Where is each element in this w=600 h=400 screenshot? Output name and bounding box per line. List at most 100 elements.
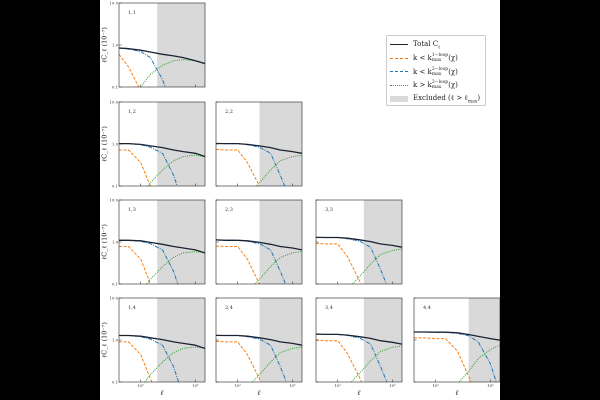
excluded-region	[157, 200, 205, 284]
panel-label: 3,4	[325, 305, 333, 311]
legend-label: k < k 1−loop max (χ)	[413, 53, 458, 64]
panel-4-4: 4,4 10² 10³ ℓ	[413, 297, 500, 397]
panel-label: 1,2	[128, 109, 136, 115]
x-tick-label: 10²	[235, 383, 242, 388]
series-group	[119, 239, 205, 284]
legend-label: Excluded (ℓ > ℓmax)	[413, 93, 481, 104]
series-group	[119, 47, 205, 87]
series-k_lt_1loop	[119, 149, 151, 186]
x-axis-label: ℓ	[257, 389, 261, 397]
legend-swatch	[390, 44, 408, 46]
y-tick-label: 0.1	[112, 85, 118, 90]
series-k_gt_2loop	[458, 344, 500, 382]
y-axis-label: ℓC_ℓ (10⁻⁷)	[101, 322, 109, 358]
panel-2-2: 2,2	[215, 101, 303, 187]
series-total	[216, 142, 302, 154]
excluded-region	[363, 298, 402, 382]
legend: Total Cℓ k < k 1−loop max (χ) k < k 2−loop max(…	[386, 35, 486, 106]
series-k_gt_2loop	[252, 346, 302, 382]
panel-label: 2,2	[225, 109, 233, 115]
legend-entry-total: Total Cℓ	[390, 38, 482, 52]
series-k_lt_1loop	[414, 337, 472, 382]
legend-entry-k_lt_2loop: k < k 2−loop max (χ)	[390, 65, 482, 79]
series-total	[316, 236, 402, 248]
panel-label: 1,4	[128, 305, 136, 311]
series-total	[119, 47, 205, 65]
y-tick-label: 1.0	[112, 43, 119, 48]
series-k_lt_2loop	[316, 333, 388, 382]
series-k_lt_2loop	[414, 331, 497, 382]
y-tick-label: 10.0	[110, 296, 119, 301]
excluded-region	[157, 102, 205, 186]
excluded-region	[468, 298, 500, 382]
series-k_gt_2loop	[140, 59, 205, 87]
y-tick-label: 0.1	[112, 380, 118, 385]
legend-entry-k_gt_2loop: k > k 2−loop max (χ)	[390, 79, 482, 93]
excluded-region	[259, 298, 302, 382]
series-group	[216, 142, 302, 186]
legend-swatch	[390, 84, 408, 86]
excluded-region	[157, 3, 205, 87]
panel-label: 3,3	[325, 207, 333, 213]
series-k_lt_2loop	[216, 239, 286, 284]
y-axis-label: ℓC_ℓ (10⁻⁷)	[101, 224, 109, 260]
x-tick-label: 10³	[289, 383, 296, 388]
y-tick-label: 10.0	[110, 1, 119, 6]
x-axis-label: ℓ	[455, 389, 459, 397]
panel-label: 1,1	[128, 10, 136, 16]
series-k_gt_2loop	[254, 251, 302, 284]
legend-label: k > k 2−loop max (χ)	[413, 80, 458, 91]
series-k_lt_2loop	[316, 236, 387, 284]
panel-1-2: 1,2 0.1 1.0 10.0 ℓC_ℓ (10⁻⁷)	[101, 100, 206, 189]
x-axis-label: ℓ	[357, 389, 361, 397]
panel-label: 2,3	[225, 207, 233, 213]
excluded-region	[259, 200, 302, 284]
x-tick-label: 10³	[192, 383, 199, 388]
y-tick-label: 10.0	[110, 198, 119, 203]
panel-label: 1,3	[128, 207, 136, 213]
y-axis-label: ℓC_ℓ (10⁻⁷)	[101, 126, 109, 162]
series-total	[216, 239, 302, 251]
series-k_lt_2loop	[216, 334, 287, 382]
series-k_lt_2loop	[216, 143, 286, 186]
series-group	[316, 236, 402, 284]
series-k_lt_1loop	[119, 246, 151, 284]
panel-2-4: 2,4 10² 10³ ℓ	[215, 297, 303, 397]
series-k_gt_2loop	[144, 346, 205, 382]
series-group	[316, 333, 402, 382]
series-k_lt_1loop	[216, 340, 262, 382]
x-tick-label: 10²	[433, 383, 440, 388]
series-total	[414, 331, 500, 341]
series-total	[316, 333, 402, 345]
legend-swatch	[390, 57, 408, 59]
panel-grid: 1,1 0.1 1.0 10.0 ℓC_ℓ (10⁻⁷) 1,2 0.1 1.0 10.0 ℓC_…	[101, 1, 500, 397]
series-k_lt_1loop	[119, 53, 140, 87]
x-tick-label: 10³	[389, 383, 396, 388]
panel-1-3: 1,3 0.1 1.0 10.0 ℓC_ℓ (10⁻⁷)	[101, 198, 206, 287]
series-total	[119, 142, 205, 158]
y-tick-label: 1.0	[112, 338, 119, 343]
legend-entry-excluded: Excluded (ℓ > ℓmax)	[390, 92, 482, 106]
series-total	[216, 334, 302, 346]
panel-3-3: 3,3	[315, 199, 403, 285]
panel-2-3: 2,3	[215, 199, 303, 285]
y-tick-label: 1.0	[112, 142, 119, 147]
legend-swatch	[390, 95, 408, 102]
series-group	[414, 331, 500, 382]
series-k_lt_1loop	[216, 245, 260, 284]
series-k_gt_2loop	[146, 251, 205, 284]
series-k_gt_2loop	[350, 345, 402, 382]
panel-3-4: 3,4 10² 10³ ℓ	[315, 297, 403, 397]
legend-entry-k_lt_1loop: k < k 1−loop max (χ)	[390, 52, 482, 66]
panel-1-1: 1,1 0.1 1.0 10.0 ℓC_ℓ (10⁻⁷)	[101, 1, 206, 90]
y-axis-label: ℓC_ℓ (10⁻⁷)	[101, 27, 109, 63]
excluded-region	[259, 102, 302, 186]
series-group	[119, 142, 205, 186]
x-axis-label: ℓ	[160, 389, 164, 397]
series-group	[216, 334, 302, 382]
panel-label: 2,4	[225, 305, 233, 311]
legend-label: k < k 2−loop max (χ)	[413, 66, 458, 77]
y-tick-label: 0.1	[112, 282, 118, 287]
legend-swatch	[390, 71, 408, 73]
series-total	[119, 239, 205, 254]
